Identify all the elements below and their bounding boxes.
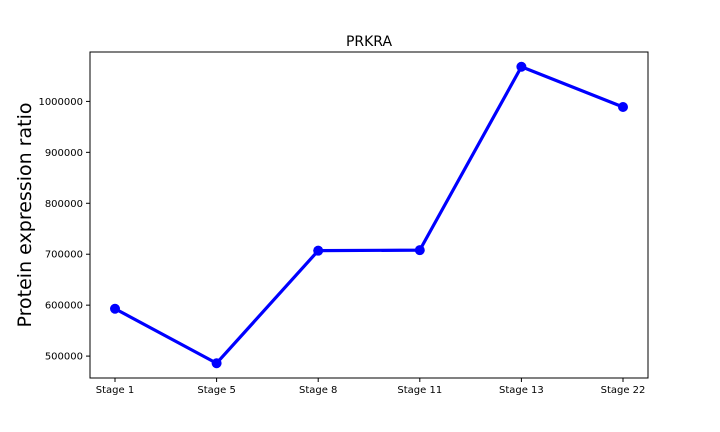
y-axis-ticks: 500000 600000 700000 800000 900000 1000000 <box>38 97 90 363</box>
x-tick-label: Stage 8 <box>299 385 337 396</box>
y-axis-label: Protein expression ratio <box>14 103 36 328</box>
series-line <box>114 65 624 365</box>
data-point <box>313 245 324 256</box>
data-point <box>414 245 425 256</box>
data-point <box>110 303 120 314</box>
series-group <box>110 61 628 369</box>
y-tick-label: 800000 <box>45 199 83 210</box>
y-tick-label: 600000 <box>45 301 83 312</box>
y-tick-label: 500000 <box>45 352 83 363</box>
x-tick-label: Stage 5 <box>197 385 235 396</box>
x-tick-label: Stage 13 <box>499 385 544 396</box>
plot-area-frame <box>89 51 649 379</box>
y-tick-label: 1000000 <box>38 97 83 108</box>
x-axis-ticks: Stage 1 Stage 5 Stage 8 Stage 11 Stage 13 Sta… <box>96 378 646 396</box>
y-tick-label: 700000 <box>45 250 83 261</box>
chart-title: PRKRA <box>346 34 393 50</box>
x-tick-label: Stage 22 <box>601 385 646 396</box>
x-tick-label: Stage 1 <box>96 385 134 396</box>
y-tick-label: 900000 <box>45 148 83 159</box>
data-point <box>211 358 222 369</box>
data-point <box>516 61 527 72</box>
x-tick-label: Stage 11 <box>397 385 442 396</box>
data-point <box>618 102 628 113</box>
